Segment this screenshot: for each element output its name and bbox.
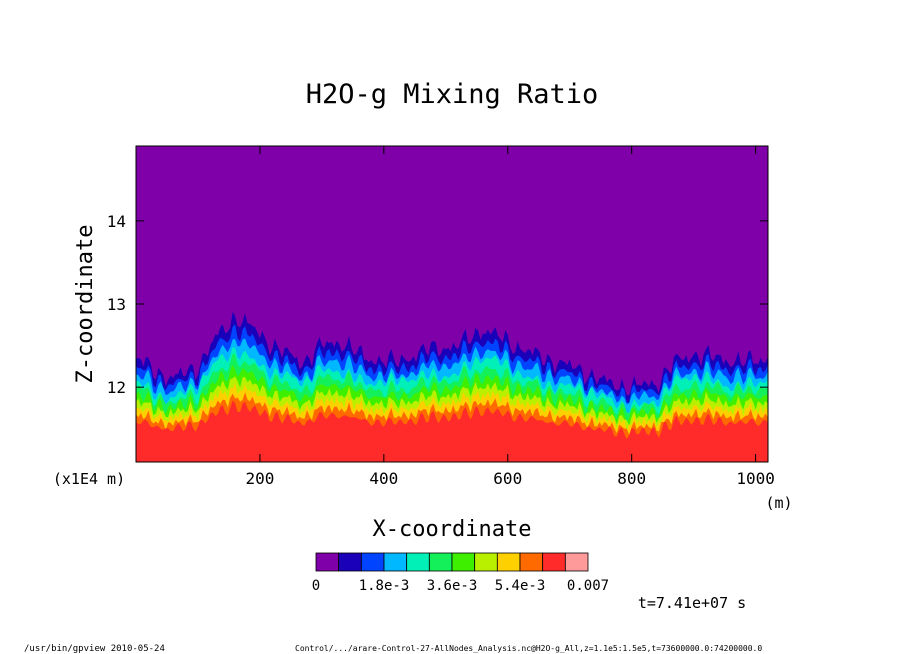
x-ticks: 200 400 600 800 1000 xyxy=(245,146,775,488)
colorbar-swatch xyxy=(542,552,566,572)
plot-area: 200 400 600 800 1000 12 13 14 xyxy=(107,145,775,488)
colorbar-label: 0 xyxy=(312,578,320,594)
colorbar-label: 1.8e-3 xyxy=(359,578,410,594)
time-label: t=7.41e+07 s xyxy=(638,594,746,612)
x-tick-label: 600 xyxy=(493,469,522,488)
x-tick-label: 800 xyxy=(617,469,646,488)
colorbar-label: 5.4e-3 xyxy=(495,578,546,594)
x-unit-label: (m) xyxy=(765,494,792,512)
colorbar-swatch xyxy=(338,552,362,572)
y-axis-label: Z-coordinate xyxy=(73,225,98,384)
colorbar-swatch xyxy=(496,552,521,572)
colorbar: 0 1.8e-3 3.6e-3 5.4e-3 0.007 xyxy=(312,552,609,594)
x-axis-label: X-coordinate xyxy=(373,517,532,542)
colorbar-label: 3.6e-3 xyxy=(427,578,478,594)
footer-source: Control/.../arare-Control-27-AllNodes_An… xyxy=(295,644,762,653)
moisture-layers xyxy=(136,311,768,462)
colorbar-label: 0.007 xyxy=(567,578,609,594)
colorbar-swatch xyxy=(428,552,453,572)
colorbar-swatch xyxy=(315,552,340,572)
y-tick-label: 14 xyxy=(107,212,126,231)
y-tick-label: 13 xyxy=(107,295,126,314)
footer-program: /usr/bin/gpview 2010-05-24 xyxy=(24,644,165,654)
x-tick-label: 1000 xyxy=(736,469,775,488)
colorbar-swatch xyxy=(474,552,498,572)
colorbar-swatch xyxy=(406,552,430,572)
y-tick-label: 12 xyxy=(107,378,126,397)
x-tick-label: 400 xyxy=(369,469,398,488)
y-ticks: 12 13 14 xyxy=(107,212,768,397)
moisture-band xyxy=(136,400,768,462)
colorbar-swatch xyxy=(519,552,544,572)
chart-title: H2O-g Mixing Ratio xyxy=(306,79,599,110)
colorbar-swatch xyxy=(383,552,408,572)
colorbar-swatch xyxy=(564,552,589,572)
x-tick-label: 200 xyxy=(245,469,274,488)
y-unit-label: (x1E4 m) xyxy=(53,470,125,488)
colorbar-swatch xyxy=(360,552,385,572)
colorbar-swatch xyxy=(451,552,476,572)
